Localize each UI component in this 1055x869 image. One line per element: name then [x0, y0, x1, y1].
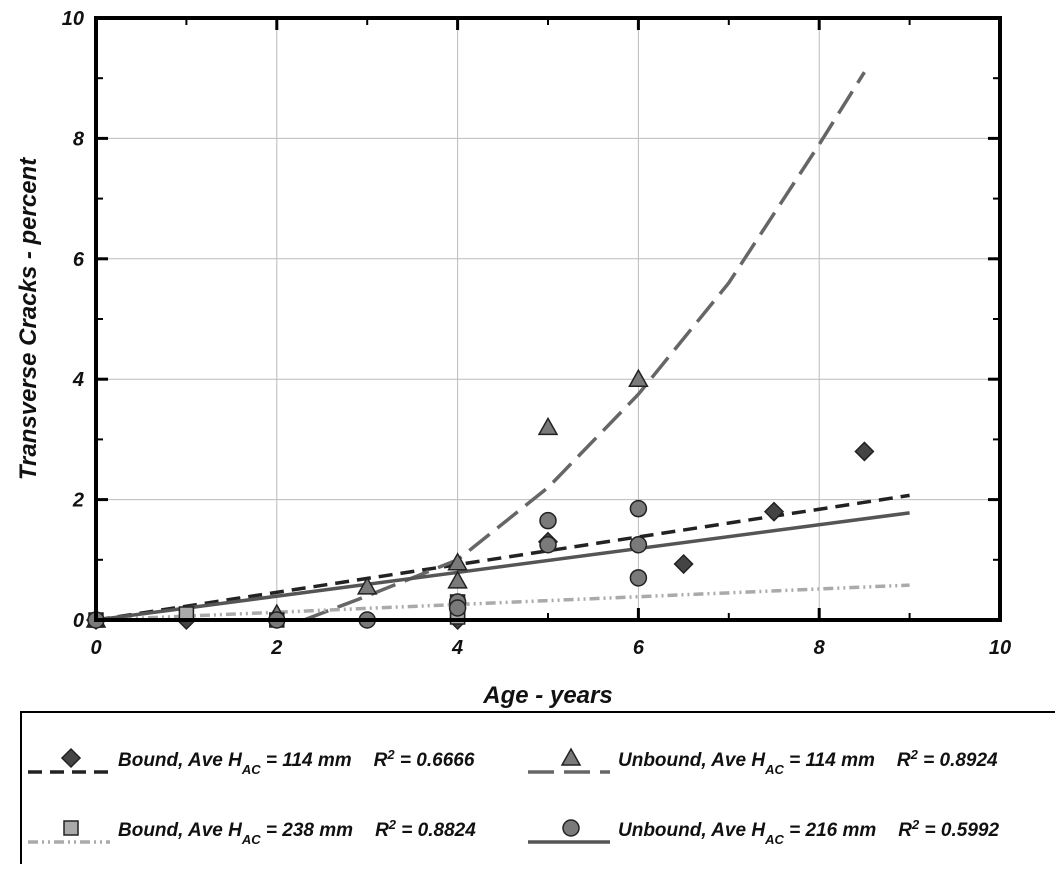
- plot: [85, 71, 910, 631]
- point: [539, 511, 557, 530]
- legend-text: = 114 mm: [784, 750, 875, 771]
- trend-line: [95, 511, 910, 622]
- point: [447, 552, 468, 571]
- legend-label: Bound, Ave HAC = 238 mm R2 = 0.8824: [118, 817, 476, 847]
- legend-text: AC: [241, 762, 261, 777]
- legend-text: Bound, Ave H: [118, 820, 243, 841]
- legend-text: 2: [388, 817, 397, 832]
- x-tick-label: 4: [451, 637, 463, 659]
- legend-text: 2: [386, 747, 395, 762]
- legend-text: = 0.8924: [918, 750, 998, 771]
- legend-text: = 0.6666: [395, 750, 475, 771]
- point: [629, 499, 648, 518]
- legend-text: = 0.5992: [919, 820, 999, 841]
- legend: Bound, Ave HAC = 114 mm R2 = 0.6666 Unboun…: [28, 747, 999, 847]
- legend-label: Unbound, Ave HAC = 114 mm R2 = 0.8924: [618, 747, 998, 777]
- point: [448, 599, 467, 617]
- legend-text: R: [374, 750, 388, 771]
- point: [673, 553, 694, 575]
- legend-text: = 0.8824: [396, 820, 476, 841]
- legend-box: [20, 711, 1055, 869]
- y-tick-label: 10: [62, 8, 84, 30]
- point: [763, 501, 785, 522]
- x-tick-label: 10: [989, 637, 1011, 659]
- y-tick-label: 4: [72, 369, 84, 391]
- x-tick-label: 2: [270, 637, 282, 659]
- y-tick-label: 0: [73, 610, 84, 632]
- legend-text: = 238 mm: [261, 820, 354, 841]
- grid: [94, 16, 1002, 622]
- point: [447, 570, 468, 589]
- y-axis-title: Transverse Cracks - percent: [15, 157, 42, 480]
- legend-text: Unbound, Ave H: [618, 750, 766, 771]
- legend-label: Bound, Ave HAC = 114 mm R2 = 0.6666: [118, 747, 475, 777]
- legend-text: 2: [911, 817, 920, 832]
- legend-text: R: [898, 820, 912, 841]
- legend-text: AC: [764, 832, 784, 847]
- point: [629, 569, 648, 587]
- legend-text: = 114 mm: [261, 750, 352, 771]
- x-axis-title: Age - years: [482, 682, 612, 709]
- legend-text: R: [897, 750, 911, 771]
- plot-frame: [94, 16, 1002, 622]
- legend-text: 2: [910, 747, 919, 762]
- y-tick-label: 6: [73, 249, 85, 271]
- point: [628, 368, 649, 387]
- legend-text: AC: [241, 832, 261, 847]
- legend-marker: [560, 747, 582, 766]
- legend-text: Unbound, Ave H: [618, 820, 766, 841]
- point: [854, 441, 875, 462]
- legend-text: = 216 mm: [784, 820, 877, 841]
- legend-text: Bound, Ave H: [118, 750, 243, 771]
- point: [629, 536, 648, 554]
- trend-line: [95, 493, 910, 622]
- legend-marker: [63, 820, 79, 836]
- point: [537, 416, 559, 436]
- legend-text: AC: [764, 762, 784, 777]
- legend-marker: [562, 819, 580, 837]
- legend-marker: [60, 747, 82, 769]
- x-tick-label: 8: [814, 637, 826, 659]
- x-tick-label: 0: [90, 637, 101, 659]
- legend-text: R: [375, 820, 389, 841]
- x-tick-label: 6: [633, 637, 645, 659]
- trend-line: [95, 583, 910, 622]
- legend-label: Unbound, Ave HAC = 216 mm R2 = 0.5992: [618, 817, 999, 847]
- y-tick-label: 8: [73, 128, 85, 150]
- y-tick-label: 2: [72, 490, 84, 512]
- point: [356, 576, 378, 595]
- point: [539, 536, 557, 554]
- trend-line: [303, 71, 866, 622]
